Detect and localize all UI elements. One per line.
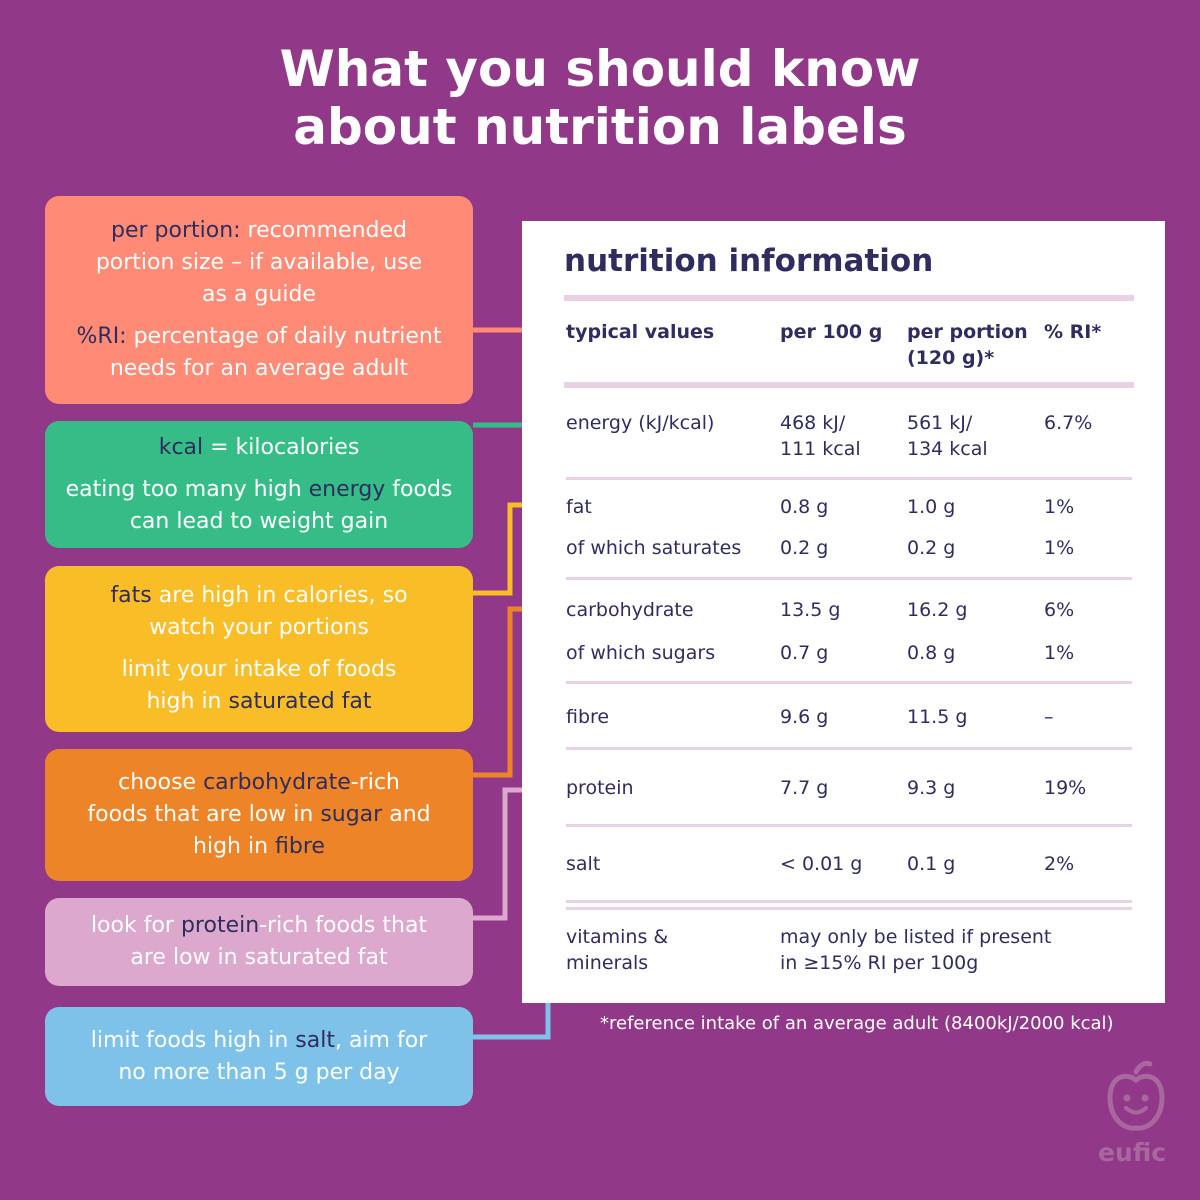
row-ri: 1% — [1044, 642, 1075, 664]
row-per100: < 0.01 g — [780, 853, 863, 875]
carb-text-c: and high in — [193, 802, 431, 859]
fat-text-b: limit your intake of foods high in — [121, 657, 397, 714]
callout-protein: look for protein-rich foods that are low… — [45, 898, 473, 986]
callout-carbohydrate: choose carbohydrate-rich foods that are … — [45, 749, 473, 881]
row-portion: 9.3 g — [907, 777, 956, 799]
portion-text: recommended portion size – if available,… — [95, 218, 423, 307]
term-kcal: kcal — [158, 434, 204, 460]
row-ri: 2% — [1044, 853, 1075, 875]
row-name: fat — [566, 496, 592, 518]
term-energy: energy — [308, 476, 386, 502]
row-per100: 0.7 g — [780, 642, 829, 664]
row-ri: 19% — [1044, 777, 1087, 799]
row-per100: 7.7 g — [780, 777, 829, 799]
title-line-2: about nutrition labels — [293, 98, 907, 156]
row-portion: 0.1 g — [907, 853, 956, 875]
row-name: of which sugars — [566, 642, 716, 664]
carb-text-a: choose — [118, 770, 204, 795]
salt-text-a: limit foods high in — [90, 1027, 296, 1053]
header-ri: % RI* — [1044, 321, 1102, 343]
header-rule — [564, 382, 1134, 388]
term-fats: fats — [110, 583, 152, 608]
row-name: of which saturates — [566, 537, 742, 559]
protein-text-b: -rich foods that are low in saturated fa… — [130, 913, 428, 970]
row-ri: 6.7% — [1044, 412, 1093, 434]
protein-text-a: look for — [90, 913, 181, 938]
vitamins-note: in ≥15% RI per 100g — [780, 952, 979, 974]
row-divider — [566, 907, 1132, 910]
row-portion: 0.8 g — [907, 642, 956, 664]
carb-text-b: -rich foods that are low in — [87, 770, 400, 827]
term-protein: protein — [180, 913, 260, 938]
row-divider — [566, 747, 1132, 750]
callout-portion: per portion: recommended portion size – … — [45, 196, 473, 404]
row-divider — [566, 900, 1132, 903]
energy-text-a: eating too many high — [65, 476, 309, 502]
ri-text: percentage of daily nutrient needs for a… — [109, 324, 442, 381]
row-per100: 468 kJ/ — [780, 412, 846, 434]
row-name: carbohydrate — [566, 599, 694, 621]
term-per-portion: per portion: — [110, 218, 241, 243]
row-portion: 0.2 g — [907, 537, 956, 559]
title-rule — [564, 295, 1134, 301]
header-per-portion: per portion — [907, 321, 1028, 343]
row-per100: 0.8 g — [780, 496, 829, 518]
row-portion: 1.0 g — [907, 496, 956, 518]
callout-energy: kcal = kilocalories eating too many high… — [45, 421, 473, 548]
row-name: protein — [566, 777, 634, 799]
row-ri: – — [1044, 706, 1054, 728]
header-typical-values: typical values — [566, 321, 715, 343]
header-portion-size: (120 g)* — [907, 347, 995, 369]
row-portion: 16.2 g — [907, 599, 968, 621]
term-sugar: sugar — [320, 802, 383, 827]
salt-text-b: , aim for no more than 5 g per day — [118, 1027, 428, 1085]
nutrition-label-panel: nutrition information typical values per… — [522, 221, 1165, 1003]
row-portion: 561 kJ/ — [907, 412, 973, 434]
eufic-logo-text: eufic — [1098, 1138, 1167, 1167]
row-per100: 0.2 g — [780, 537, 829, 559]
row-portion: 11.5 g — [907, 706, 968, 728]
row-ri: 6% — [1044, 599, 1075, 621]
vitamins-note: may only be listed if present — [780, 926, 1052, 948]
term-saturated-fat: saturated fat — [228, 689, 372, 714]
vitamins-name: minerals — [566, 952, 649, 974]
row-divider — [566, 681, 1132, 684]
term-carbohydrate: carbohydrate — [203, 770, 351, 795]
nutrition-label-title: nutrition information — [564, 243, 934, 279]
row-portion: 134 kcal — [907, 438, 988, 460]
title-line-1: What you should know — [279, 40, 921, 98]
vitamins-name: vitamins & — [566, 926, 669, 948]
footnote: *reference intake of an average adult (8… — [600, 1013, 1114, 1034]
term-salt: salt — [295, 1027, 335, 1053]
row-ri: 1% — [1044, 496, 1075, 518]
fat-text-a: are high in calories, so watch your port… — [149, 583, 408, 640]
term-fibre: fibre — [275, 834, 325, 859]
callout-salt: limit foods high in salt, aim for no mor… — [45, 1007, 473, 1106]
row-per100: 13.5 g — [780, 599, 841, 621]
row-per100: 9.6 g — [780, 706, 829, 728]
row-name: salt — [566, 853, 601, 875]
row-name: fibre — [566, 706, 610, 728]
row-divider — [566, 824, 1132, 827]
apple-face-icon — [1107, 1060, 1165, 1131]
row-per100: 111 kcal — [780, 438, 861, 460]
row-divider — [566, 577, 1132, 580]
row-name: energy (kJ/kcal) — [566, 412, 715, 434]
row-divider — [566, 477, 1132, 480]
header-per-100g: per 100 g — [780, 321, 883, 343]
callout-fat: fats are high in calories, so watch your… — [45, 566, 473, 732]
kcal-text: = kilocalories — [203, 434, 360, 460]
energy-text-b: foods can lead to weight gain — [129, 476, 453, 534]
page-title: What you should know about nutrition lab… — [0, 40, 1200, 156]
term-ri: %RI: — [76, 324, 127, 349]
row-ri: 1% — [1044, 537, 1075, 559]
